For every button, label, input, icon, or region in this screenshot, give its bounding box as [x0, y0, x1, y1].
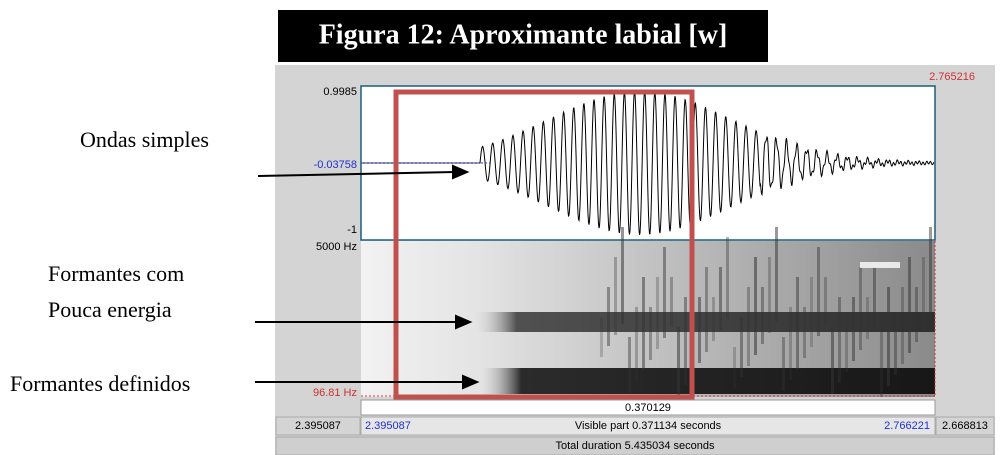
spectrogram-cell	[887, 287, 890, 386]
spectrogram-cell	[726, 237, 729, 319]
spectrogram-cell	[628, 337, 631, 393]
spectrogram-cell	[782, 337, 785, 391]
spectrogram-texture	[470, 227, 935, 397]
spectrogram-cell	[705, 267, 708, 352]
spectrogram-cell	[761, 287, 764, 344]
spectrogram-cell	[719, 267, 722, 330]
spectrogram-cell	[810, 277, 813, 347]
spectrogram-cell	[796, 277, 799, 369]
spectrogram-cell	[901, 287, 904, 364]
spectrogram-cell	[852, 297, 855, 361]
left-outer-cell[interactable]	[275, 416, 361, 436]
title-box	[278, 10, 768, 62]
spectrogram-cell	[803, 307, 806, 358]
left-outer-time: 2.395087	[295, 420, 341, 432]
spectrogram-cell	[663, 247, 666, 338]
highlight-box	[393, 89, 695, 400]
spectrogram-cell	[817, 247, 820, 336]
arrow-head	[452, 164, 470, 180]
spectrogram-cell	[747, 287, 750, 366]
spectrogram-cell	[866, 297, 869, 339]
spectrogram-cell	[684, 297, 687, 385]
amp-max: 0.9985	[323, 86, 357, 98]
spectrogram-cell	[789, 307, 792, 380]
spectrogram-cell	[677, 327, 680, 396]
spectrogram-cell	[880, 317, 883, 397]
amp-min: -1	[347, 224, 357, 236]
spectrogram-cell	[740, 317, 743, 377]
spectrogram-cell	[475, 368, 935, 394]
spectrogram-cell	[929, 227, 932, 320]
spectrogram-cell	[768, 257, 771, 333]
visible-part: Visible part 0.371134 seconds	[575, 420, 722, 432]
spectrogram-cell	[712, 297, 715, 341]
selection-duration: 0.370129	[625, 402, 671, 414]
spectrogram-cell	[824, 277, 827, 325]
spectrogram-cell	[621, 227, 624, 324]
cursor-time: 2.765216	[929, 71, 975, 83]
right-outer-time: 2.668813	[942, 420, 988, 432]
spectrogram-cell	[860, 262, 900, 268]
spectrogram-cell	[607, 287, 610, 346]
annotation: Pouca energia	[48, 297, 172, 322]
spectrogram-cell	[845, 327, 848, 372]
annotation: Formantes definidos	[10, 371, 190, 396]
spectrogram-cell	[908, 257, 911, 353]
right-outer-cell[interactable]	[935, 416, 995, 436]
arrow-head	[462, 374, 480, 390]
spectrogram-cell	[614, 257, 617, 335]
freq-max: 5000 Hz	[316, 241, 357, 253]
spectrogram-cell	[656, 277, 659, 349]
spectrogram-cell	[649, 307, 652, 360]
spectrogram-cell	[915, 287, 918, 342]
figure-title: Figura 12: Aproximante labial [w]	[319, 19, 728, 50]
selection-bar	[360, 399, 936, 416]
left-inner-time: 2.395087	[365, 420, 411, 432]
total-duration: Total duration 5.435034 seconds	[555, 440, 715, 452]
spectrogram-cell	[635, 307, 638, 382]
spectrogram-cell	[642, 277, 645, 371]
spectrogram-cell	[754, 257, 757, 355]
waveform	[361, 89, 935, 235]
arrows	[255, 164, 480, 390]
annotation: Ondas simples	[80, 127, 209, 152]
freq-min: 96.81 Hz	[313, 387, 357, 399]
spectrogram-cell	[733, 347, 736, 388]
spectrogram-cell	[698, 297, 701, 363]
right-inner-time: 2.766221	[884, 420, 930, 432]
spectrogram-cell	[894, 317, 897, 375]
spectrogram-cell	[775, 227, 778, 322]
amp-center: -0.03758	[314, 159, 357, 171]
spectrogram-cell	[859, 267, 862, 350]
spectrogram-cell	[470, 312, 935, 332]
spectrogram-cell	[670, 277, 673, 327]
spectrogram-cell	[838, 297, 841, 383]
spectrogram-cell	[873, 267, 876, 328]
total-bar[interactable]	[275, 436, 995, 455]
visible-bar[interactable]	[360, 416, 936, 436]
annotation: Formantes com	[48, 261, 184, 286]
spectrogram-cell	[600, 317, 603, 357]
arrow-head	[455, 314, 473, 330]
spectrogram-cell	[831, 327, 834, 394]
spectrogram-cell	[922, 257, 925, 331]
arrow	[257, 171, 456, 177]
